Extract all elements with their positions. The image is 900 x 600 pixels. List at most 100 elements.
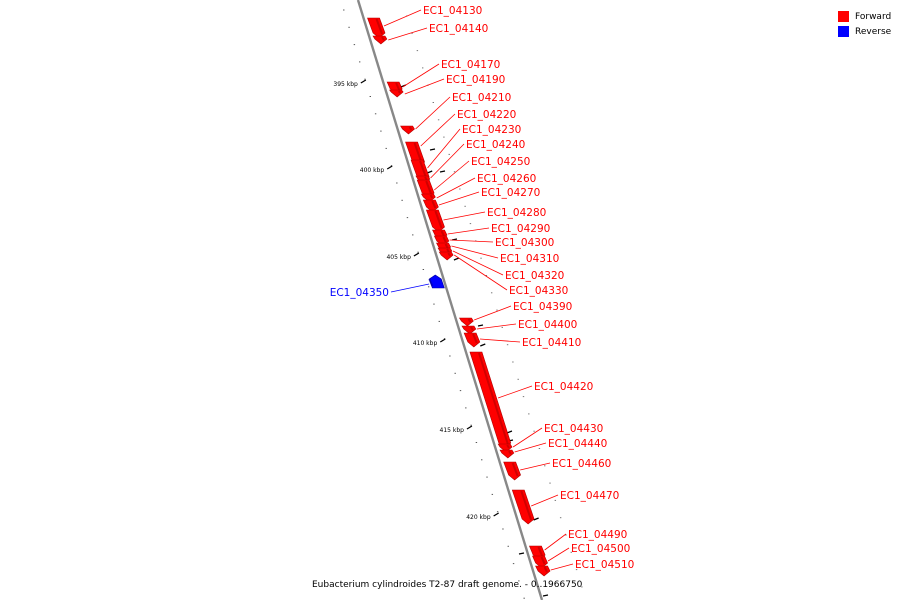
gene-shade [520, 490, 533, 521]
gene-label: EC1_04470 [560, 490, 619, 502]
gene-shade [381, 36, 385, 41]
gene-label: EC1_04250 [471, 156, 530, 168]
label-leader [402, 63, 440, 88]
label-leader [547, 547, 570, 562]
gene-shade [470, 326, 474, 331]
tick-label: 395 kbp [333, 81, 358, 88]
gene-label: EC1_04430 [544, 423, 603, 435]
tick-label: 400 kbp [360, 167, 385, 174]
gene-label: EC1_04510 [575, 559, 634, 571]
gene-labels: EC1_04130 EC1_04140 EC1_04170 EC1_04190 EC1_… [330, 5, 635, 571]
gene-label: EC1_04350 [330, 287, 389, 299]
label-leader [451, 245, 499, 259]
tick-label: 415 kbp [440, 427, 465, 434]
gene-shade [540, 556, 546, 565]
gene-label: EC1_04220 [457, 109, 516, 121]
gene-shade [478, 352, 509, 445]
major-tick [480, 343, 486, 347]
legend-reverse: Reverse [838, 24, 891, 39]
gene-label: EC1_04290 [491, 223, 550, 235]
label-leader [427, 128, 461, 169]
label-leader [514, 442, 547, 453]
label-leader [550, 563, 574, 571]
legend-forward: Forward [838, 9, 891, 24]
gene-label: EC1_04460 [552, 458, 611, 470]
gene-shade [431, 200, 437, 209]
genome-backbone [356, 0, 544, 600]
tick-label: 410 kbp [413, 340, 438, 347]
label-leader [404, 78, 445, 95]
genome-caption: Eubacterium cylindroides T2-87 draft gen… [312, 580, 583, 590]
label-leader [476, 323, 517, 330]
gene-label: EC1_04390 [513, 301, 572, 313]
label-leader [390, 283, 430, 293]
label-leader [474, 305, 512, 321]
gene-label: EC1_04230 [462, 124, 521, 136]
gene-label: EC1_04400 [518, 319, 577, 331]
gene-glyph [388, 89, 404, 98]
gene-label: EC1_04210 [452, 92, 511, 104]
gene-label: EC1_04330 [509, 285, 568, 297]
gene-shade [375, 18, 383, 35]
gene-glyph [372, 35, 388, 45]
label-leader [497, 385, 533, 399]
gene-label: EC1_04440 [548, 438, 607, 450]
major-tick [466, 425, 473, 430]
genes [367, 17, 551, 577]
label-leader [520, 462, 551, 471]
tick-label: 420 kbp [466, 514, 491, 521]
gene-label: EC1_04500 [571, 543, 630, 555]
label-leader [383, 9, 422, 27]
gene-shade [537, 546, 544, 557]
gene-label: EC1_04190 [446, 74, 505, 86]
gene-label: EC1_04170 [441, 59, 500, 71]
major-tick [386, 165, 393, 170]
major-tick [429, 148, 436, 151]
gene-glyph [532, 555, 548, 569]
gene-shade [511, 462, 519, 477]
gene-glyph [438, 251, 454, 261]
major-tick [413, 252, 420, 257]
gene-shade [442, 236, 447, 243]
gene-shade [508, 450, 512, 455]
label-leader [443, 211, 486, 221]
gene-shade [506, 444, 510, 449]
gene-shade [467, 318, 472, 323]
label-leader [415, 96, 451, 130]
legend-reverse-label: Reverse [855, 26, 892, 37]
gene-glyph [422, 199, 439, 213]
gene-glyph [463, 332, 481, 348]
label-leader [430, 143, 465, 179]
gene-shade [472, 333, 478, 344]
gene-label: EC1_04240 [466, 139, 525, 151]
gene-glyph [499, 449, 515, 459]
gene-shade [424, 176, 428, 181]
gene-shade [397, 90, 401, 94]
gene-glyph [535, 565, 551, 577]
gene-shade [428, 278, 434, 287]
major-tick [453, 257, 460, 261]
label-leader [438, 191, 480, 206]
gene-label: EC1_04320 [505, 270, 564, 282]
label-leader [512, 427, 543, 448]
major-tick [542, 594, 549, 597]
reverse-swatch [838, 26, 849, 37]
major-tick [439, 338, 446, 343]
label-leader [447, 227, 490, 235]
major-tick [426, 170, 433, 174]
tick-label: 405 kbp [386, 254, 411, 261]
gene-glyph [458, 317, 474, 327]
major-tick [533, 517, 539, 521]
label-leader [388, 27, 428, 41]
gene-shade [425, 180, 433, 195]
gene-shade [434, 210, 443, 229]
major-tick [477, 324, 484, 327]
gene-label: EC1_04280 [487, 207, 546, 219]
gene-shade [447, 252, 451, 257]
gene-label: EC1_04130 [423, 5, 482, 17]
gene-label: EC1_04410 [522, 337, 581, 349]
label-leader [544, 533, 567, 551]
gene-shade [408, 126, 413, 131]
major-tick [360, 79, 367, 84]
label-leader [452, 250, 504, 276]
